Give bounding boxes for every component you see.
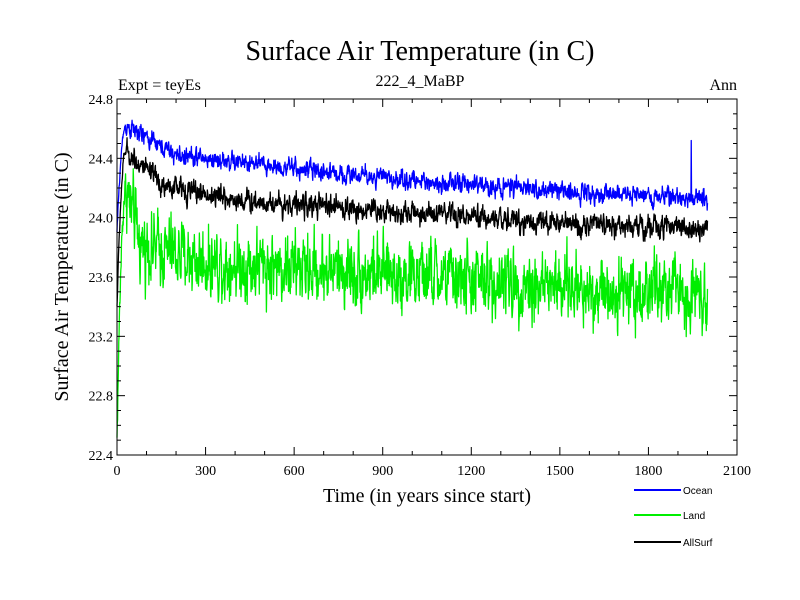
y-tick-label: 22.8 — [89, 390, 114, 405]
series-line-ocean — [116, 119, 709, 233]
x-tick-label: 900 — [372, 464, 393, 479]
x-tick-labels: 0 300 600 900 1200 1500 1800 2100 — [114, 464, 752, 479]
x-axis-label: Time (in years since start) — [323, 485, 531, 507]
plot-frame — [116, 98, 738, 456]
period-label: 222_4_MaBP — [376, 73, 465, 90]
x-tick-label: 300 — [195, 464, 216, 479]
x-tick-label: 600 — [284, 464, 305, 479]
y-tick-label: 24.8 — [89, 93, 114, 108]
legend-label-land: Land — [683, 511, 705, 522]
series-line-land — [116, 168, 709, 438]
chart-title: Surface Air Temperature (in C) — [246, 36, 595, 67]
legend-label-ocean: Ocean — [683, 486, 712, 497]
series-group — [116, 119, 709, 438]
x-tick-label: 1200 — [457, 464, 485, 479]
y-tick-labels: 22.4 22.8 23.2 23.6 24.0 24.4 24.8 — [89, 93, 114, 464]
y-tick-label: 22.4 — [89, 449, 114, 464]
x-tick-label: 2100 — [723, 464, 751, 479]
y-tick-label: 23.6 — [89, 271, 114, 286]
x-tick-label: 1500 — [546, 464, 574, 479]
x-tick-label: 1800 — [634, 464, 662, 479]
season-label: Ann — [709, 77, 737, 94]
series-line-allsurf — [116, 137, 709, 307]
y-tick-label: 24.0 — [89, 212, 114, 227]
y-tick-label: 23.2 — [89, 330, 114, 345]
legend-label-allsurf: AllSurf — [683, 538, 713, 549]
x-tick-label: 0 — [114, 464, 121, 479]
experiment-label: Expt = teyEs — [118, 77, 201, 94]
y-axis-label: Surface Air Temperature (in C) — [51, 152, 73, 401]
legend: Ocean Land AllSurf — [634, 486, 713, 549]
y-tick-label: 24.4 — [89, 152, 114, 167]
